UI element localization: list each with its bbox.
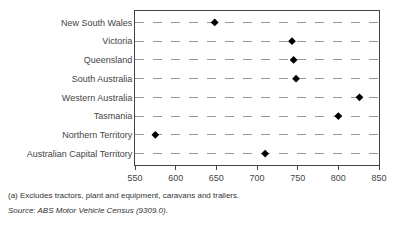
svg-text:850: 850 xyxy=(371,173,386,183)
svg-text:New South Wales: New South Wales xyxy=(61,18,133,28)
svg-text:650: 650 xyxy=(209,173,224,183)
svg-text:Victoria: Victoria xyxy=(102,36,132,46)
svg-text:Australian Capital Territory: Australian Capital Territory xyxy=(27,149,133,159)
svg-text:(a) Excludes tractors, plant a: (a) Excludes tractors, plant and equipme… xyxy=(8,191,239,200)
svg-text:Queensland: Queensland xyxy=(84,55,133,65)
svg-text:South Australia: South Australia xyxy=(72,74,133,84)
svg-text:600: 600 xyxy=(168,173,183,183)
svg-text:Western Australia: Western Australia xyxy=(62,93,132,103)
svg-text:550: 550 xyxy=(127,173,142,183)
svg-text:Northern Territory: Northern Territory xyxy=(62,130,132,140)
svg-text:Source: ABS Motor Vehicle Cens: Source: ABS Motor Vehicle Census (9309.0… xyxy=(8,206,168,215)
svg-text:700: 700 xyxy=(249,173,264,183)
svg-text:750: 750 xyxy=(290,173,305,183)
svg-text:800: 800 xyxy=(331,173,346,183)
svg-text:Tasmania: Tasmania xyxy=(94,111,133,121)
